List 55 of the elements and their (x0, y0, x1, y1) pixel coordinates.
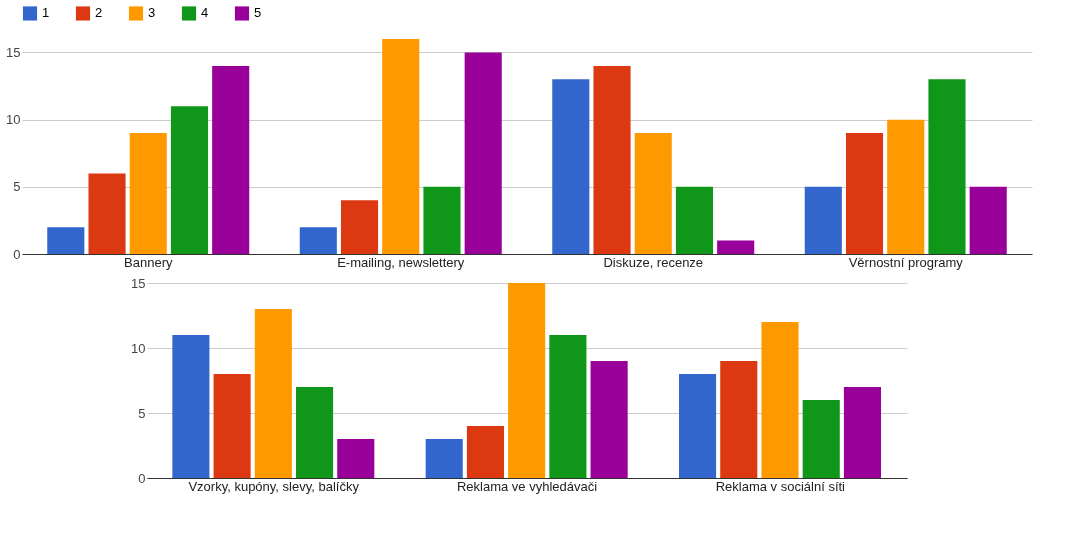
y-tick-label: 0 (13, 246, 21, 262)
x-tick-label: Vzorky, kupóny, slevy, balíčky (188, 478, 360, 494)
y-tick-label: 15 (6, 44, 21, 60)
x-tick-label: Reklama v sociální síti (715, 478, 846, 494)
bar (129, 133, 167, 254)
bar (675, 186, 714, 254)
bar (843, 387, 881, 478)
bar (552, 79, 590, 254)
legend-label: 4 (201, 5, 209, 21)
bar (508, 283, 546, 478)
bar (679, 374, 717, 478)
bar (337, 439, 375, 478)
bar (928, 79, 966, 254)
bar (802, 400, 840, 478)
bar (382, 39, 420, 254)
bar (299, 227, 337, 254)
bar (254, 309, 292, 478)
bar (887, 119, 925, 254)
bar (590, 361, 628, 478)
bar (88, 173, 126, 254)
y-tick-label: 10 (131, 340, 146, 356)
bar (425, 439, 463, 478)
x-tick-label: Věrnostní programy (848, 254, 964, 270)
bar (720, 361, 758, 478)
bar (845, 133, 884, 254)
bar (549, 335, 587, 478)
bar (340, 200, 379, 254)
y-tick-label: 5 (13, 179, 21, 195)
y-tick-label: 10 (6, 112, 21, 128)
bar (423, 186, 461, 254)
bar (466, 426, 504, 478)
bar (213, 374, 251, 478)
bar (969, 186, 1007, 254)
bar (47, 227, 85, 254)
bar (717, 240, 755, 254)
bar (464, 52, 502, 254)
x-tick-label: E-mailing, newslettery (337, 254, 465, 270)
bar (212, 65, 250, 254)
bar (296, 387, 334, 478)
bar (593, 65, 631, 254)
bar (804, 186, 842, 254)
legend-label: 1 (42, 5, 50, 21)
bar (172, 335, 210, 478)
legend-label: 5 (254, 5, 262, 21)
x-tick-label: Diskuze, recenze (603, 254, 704, 270)
y-tick-label: 15 (131, 275, 146, 291)
bar (170, 106, 209, 254)
x-tick-label: Reklama ve vyhledávači (456, 478, 598, 494)
legend-label: 3 (148, 5, 156, 21)
y-tick-label: 5 (138, 405, 146, 421)
bar (761, 322, 799, 478)
bar (634, 133, 672, 254)
y-tick-label: 0 (138, 470, 146, 486)
legend-label: 2 (95, 5, 103, 21)
x-tick-label: Bannery (124, 254, 173, 270)
